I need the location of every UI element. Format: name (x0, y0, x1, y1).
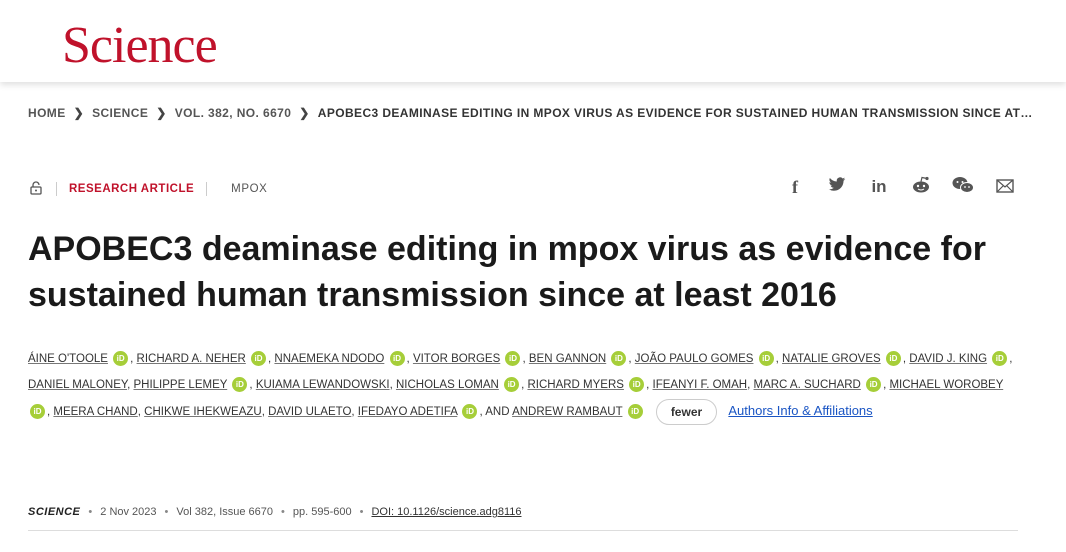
doi-link[interactable]: DOI: 10.1126/science.adg8116 (371, 506, 522, 518)
breadcrumb-home[interactable]: HOME (28, 106, 66, 120)
article-title: APOBEC3 deaminase editing in mpox virus … (28, 230, 986, 314)
bullet: • (359, 506, 364, 518)
twitter-icon[interactable] (826, 176, 848, 198)
author-link[interactable]: KUIAMA LEWANDOWSKI (255, 379, 390, 391)
divider (28, 530, 1018, 531)
orcid-icon[interactable]: iD (30, 404, 45, 420)
article-meta: RESEARCH ARTICLE MPOX (30, 180, 267, 198)
publication-info: SCIENCE • 2 Nov 2023 • Vol 382, Issue 6670 • p… (28, 506, 522, 518)
divider (206, 182, 208, 196)
orcid-icon[interactable]: iD (866, 377, 882, 393)
author-link[interactable]: MARC A. SUCHARD (753, 379, 861, 391)
author-link[interactable]: DAVID J. KING (909, 353, 988, 365)
author-link[interactable]: DANIEL MALONEY (28, 379, 128, 391)
author-link[interactable]: NNAEMEKA NDODO (274, 353, 385, 365)
author-link[interactable]: NICHOLAS LOMAN (395, 379, 499, 391)
divider (56, 182, 57, 196)
author-link[interactable]: IFEDAYO ADETIFA (357, 406, 458, 418)
article-topic[interactable]: MPOX (231, 183, 268, 195)
orcid-icon[interactable]: iD (251, 351, 267, 367)
author-link[interactable]: NATALIE GROVES (782, 353, 881, 365)
orcid-icon[interactable]: iD (611, 351, 627, 367)
orcid-icon[interactable]: iD (629, 377, 645, 393)
orcid-icon[interactable]: iD (885, 351, 901, 367)
breadcrumb-volume[interactable]: VOL. 382, NO. 6670 (174, 106, 292, 120)
author-link[interactable]: IFEANYI F. OMAH (652, 379, 748, 391)
orcid-icon[interactable]: iD (627, 404, 643, 420)
orcid-icon[interactable]: iD (504, 377, 520, 393)
bullet: • (88, 506, 93, 518)
orcid-icon[interactable]: iD (992, 351, 1008, 367)
linkedin-icon[interactable]: in (871, 177, 887, 196)
author-link[interactable]: MEERA CHAND (53, 406, 138, 418)
chevron-right-icon: ❯ (156, 106, 167, 120)
breadcrumb: HOME ❯ SCIENCE ❯ VOL. 382, NO. 6670 ❯ APOBEC3 … (28, 106, 1033, 120)
author-link[interactable]: BEN GANNON (528, 353, 607, 365)
email-icon[interactable] (994, 176, 1016, 198)
and-text: , AND (479, 406, 510, 418)
pub-date: 2 Nov 2023 (100, 506, 157, 518)
site-header: Science (0, 0, 1066, 82)
author-link[interactable]: PHILIPPE LEMEY (133, 379, 228, 391)
authors-info-link[interactable]: Authors Info & Affiliations (728, 403, 873, 418)
orcid-icon[interactable]: iD (113, 351, 129, 367)
orcid-icon[interactable]: iD (232, 377, 248, 393)
author-link[interactable]: MICHAEL WOROBEY (889, 379, 1004, 391)
author-link[interactable]: RICHARD MYERS (527, 379, 624, 391)
chevron-right-icon: ❯ (299, 106, 310, 120)
article-type: RESEARCH ARTICLE (69, 183, 195, 195)
science-logo[interactable]: Science (62, 17, 218, 74)
author-link[interactable]: RICHARD A. NEHER (136, 353, 246, 365)
breadcrumb-band (0, 82, 1066, 148)
reddit-icon[interactable] (910, 176, 932, 198)
chevron-right-icon: ❯ (73, 106, 85, 120)
orcid-icon[interactable]: iD (389, 351, 405, 367)
author-link[interactable]: JOÃO PAULO GOMES (634, 353, 754, 365)
breadcrumb-current: APOBEC3 DEAMINASE EDITING IN MPOX VIRUS … (317, 106, 1033, 120)
wechat-icon[interactable] (952, 176, 974, 198)
author-link[interactable]: CHIKWE IHEKWEAZU (144, 406, 262, 418)
facebook-icon[interactable]: f (792, 177, 798, 197)
bullet: • (164, 506, 169, 518)
page-range: pp. 595-600 (292, 506, 352, 518)
journal-name[interactable]: SCIENCE (28, 506, 81, 518)
fewer-authors-button[interactable]: fewer (655, 398, 718, 425)
volume-issue: Vol 382, Issue 6670 (176, 506, 274, 518)
author-link[interactable]: ÁINE O'TOOLE (28, 353, 108, 365)
share-bar: f in (784, 176, 1016, 198)
bullet: • (281, 506, 285, 518)
lock-icon (30, 181, 44, 197)
author-link[interactable]: DAVID ULAETO (268, 406, 352, 418)
author-link[interactable]: ANDREW RAMBAUT (512, 406, 623, 418)
orcid-icon[interactable]: iD (505, 351, 521, 367)
author-list: ÁINE O'TOOLE iD, RICHARD A. NEHER iD, NN… (28, 346, 1023, 425)
orcid-icon[interactable]: iD (758, 351, 774, 367)
breadcrumb-science[interactable]: SCIENCE (92, 106, 149, 120)
author-link[interactable]: VITOR BORGES (412, 353, 501, 365)
orcid-icon[interactable]: iD (462, 404, 478, 420)
